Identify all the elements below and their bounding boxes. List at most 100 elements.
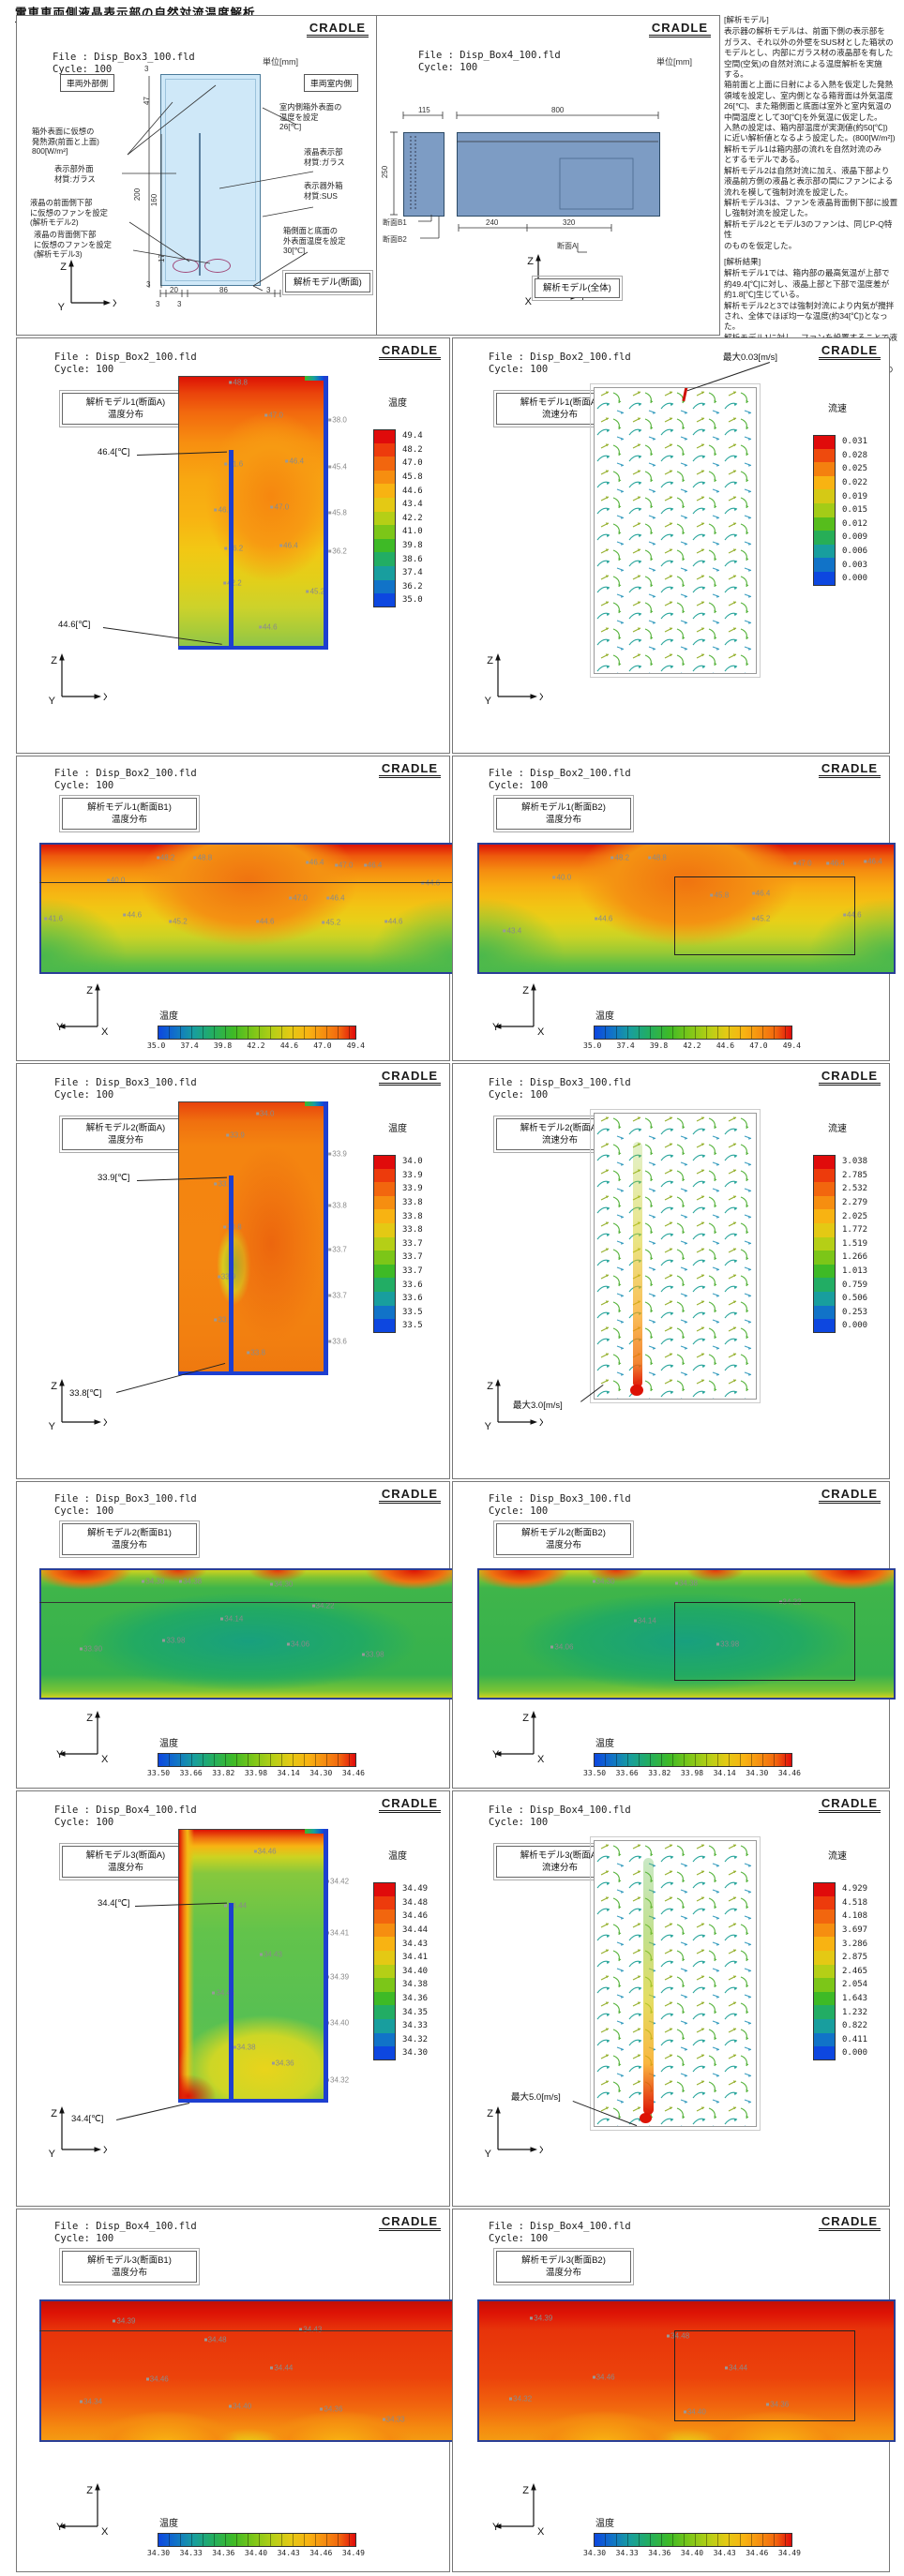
file-info: File : Disp_Box2_100.fld Cycle: 100 bbox=[54, 768, 197, 791]
legend-swatch bbox=[813, 1236, 836, 1251]
contour-label: 33.98 bbox=[162, 1636, 185, 1644]
legend-value: 44.6 bbox=[402, 486, 423, 496]
legend-swatch bbox=[373, 1236, 396, 1251]
cradle-logo: CRADLE bbox=[378, 343, 441, 360]
svg-text:X: X bbox=[113, 298, 116, 309]
max-velocity-callout: 最大5.0[m/s] bbox=[511, 2092, 561, 2103]
contour-label: 48.2 bbox=[610, 853, 629, 861]
legend-entry: 43.4 bbox=[373, 497, 454, 512]
legend-value: 33.8 bbox=[402, 1211, 423, 1221]
panel-model3-sectionB2-temperature: CRADLE File : Disp_Box4_100.fld Cycle: 1… bbox=[452, 2209, 896, 2572]
legend-swatch bbox=[813, 2018, 836, 2033]
legend-title: 温度 bbox=[159, 1011, 178, 1022]
contour-label: 40.0 bbox=[107, 876, 126, 885]
svg-text:Z: Z bbox=[527, 256, 534, 267]
legend-swatch bbox=[813, 1978, 836, 1992]
svg-text:X: X bbox=[537, 1754, 545, 1763]
virtual-fan-back bbox=[204, 259, 231, 273]
legend-title: 流速 bbox=[828, 1124, 847, 1134]
legend-entry: 1.266 bbox=[813, 1251, 894, 1265]
legend-value: 34.41 bbox=[402, 1953, 429, 1963]
legend-value: 34.40 bbox=[402, 1966, 429, 1976]
legend-value: 33.7 bbox=[402, 1238, 423, 1249]
display-outline-inset bbox=[673, 2330, 856, 2421]
svg-text:Z: Z bbox=[487, 1381, 493, 1392]
legend-swatch bbox=[373, 1319, 396, 1333]
legend-swatch bbox=[373, 552, 396, 566]
svg-text:Z: Z bbox=[51, 1381, 57, 1392]
svg-text:Z: Z bbox=[522, 2485, 529, 2496]
svg-text:Z: Z bbox=[86, 1713, 93, 1724]
temp-callout-top: 46.4[℃] bbox=[98, 447, 130, 457]
legend-colorbar bbox=[594, 1753, 792, 1767]
annotation-display-outer: 表示部外面 材質:ガラス bbox=[54, 164, 96, 184]
legend-tick: 35.0 bbox=[147, 1041, 166, 1050]
legend-swatch bbox=[813, 462, 836, 476]
svg-text:Y: Y bbox=[485, 1421, 492, 1431]
legend-swatch bbox=[373, 1882, 396, 1896]
axis-triad: Z Y X bbox=[492, 1711, 545, 1763]
unit-label: 単位[mm] bbox=[656, 57, 692, 67]
legend-colorbar bbox=[594, 2533, 792, 2547]
legend-value: 33.7 bbox=[402, 1266, 423, 1277]
contour-label: 46.4 bbox=[364, 861, 383, 869]
legend-swatch bbox=[813, 1923, 836, 1938]
contour-label: 46.4 bbox=[215, 506, 234, 515]
dim-3-top: 3 bbox=[144, 65, 149, 73]
legend-swatch bbox=[373, 1964, 396, 1979]
contour-label: 44.6 bbox=[259, 622, 278, 631]
dim-20: 20 bbox=[170, 286, 178, 294]
legend-value: 0.411 bbox=[842, 2034, 868, 2044]
cradle-logo: CRADLE bbox=[306, 21, 369, 37]
axis-triad: Z Y X bbox=[58, 260, 116, 312]
legend-entry: 34.38 bbox=[373, 1978, 454, 1992]
legend-entry: 0.000 bbox=[813, 1319, 894, 1333]
legend-value: 48.2 bbox=[402, 444, 423, 455]
temperature-contour-plot: 34.39 34.48 34.44 34.46 34.32 34.40 34.36 bbox=[477, 2299, 896, 2442]
legend-tick: 34.30 bbox=[309, 1769, 333, 1777]
legend-entry: 0.009 bbox=[813, 531, 894, 545]
legend-tick: 37.4 bbox=[616, 1041, 635, 1050]
legend-tick: 34.36 bbox=[212, 2549, 235, 2557]
temp-callout-bottom: 34.4[℃] bbox=[71, 2114, 104, 2124]
legend-swatch bbox=[373, 593, 396, 607]
legend-value: 0.012 bbox=[842, 518, 868, 529]
legend-value: 34.44 bbox=[402, 1925, 429, 1936]
legend-entry: 41.0 bbox=[373, 525, 454, 539]
legend-swatch bbox=[813, 2046, 836, 2060]
contour-label: 34.45 bbox=[212, 1989, 234, 1998]
contour-label: 34.39 bbox=[530, 2314, 552, 2322]
unit-label: 単位[mm] bbox=[263, 57, 298, 67]
legend-entry: 45.8 bbox=[373, 470, 454, 485]
cool-corner-strip bbox=[305, 376, 324, 381]
contour-label: 43.4 bbox=[504, 927, 522, 936]
legend-swatch bbox=[813, 2032, 836, 2047]
legend-value: 33.6 bbox=[402, 1280, 423, 1290]
notes-model-heading: [解析モデル] bbox=[724, 15, 769, 24]
dim-47: 47 bbox=[142, 97, 151, 105]
svg-text:Y: Y bbox=[492, 1749, 500, 1760]
legend-value: 34.35 bbox=[402, 2007, 429, 2017]
legend-value: 0.009 bbox=[842, 532, 868, 543]
legend-entry: 0.015 bbox=[813, 502, 894, 517]
cradle-logo: CRADLE bbox=[648, 21, 711, 37]
legend-value: 1.013 bbox=[842, 1266, 868, 1277]
max-velocity-callout: 最大3.0[m/s] bbox=[513, 1400, 563, 1411]
legend-entry: 3.038 bbox=[813, 1155, 894, 1169]
contour-label: 33.6 bbox=[328, 1338, 347, 1346]
legend-swatch bbox=[813, 1910, 836, 1924]
temperature-contour-plot: 34.46 34.42 34.44 34.41 34.43 34.39 34.45 34.40… bbox=[178, 1829, 349, 2103]
contour-label: 34.0 bbox=[256, 1109, 275, 1117]
callout-line bbox=[116, 2103, 190, 2120]
contour-label: 46.4 bbox=[285, 457, 304, 465]
legend-value: 34.48 bbox=[402, 1897, 429, 1908]
legend-value: 34.32 bbox=[402, 2034, 429, 2044]
legend-tick: 34.14 bbox=[277, 1769, 300, 1777]
contour-label: 33.9 bbox=[226, 1131, 245, 1139]
legend-swatch bbox=[373, 511, 396, 526]
legend-entry: 0.022 bbox=[813, 475, 894, 490]
legend-value: 41.0 bbox=[402, 527, 423, 537]
dim-86: 86 bbox=[219, 286, 228, 294]
lcd-panel-bar bbox=[229, 1902, 234, 2103]
legend-tick: 34.36 bbox=[648, 2549, 671, 2557]
